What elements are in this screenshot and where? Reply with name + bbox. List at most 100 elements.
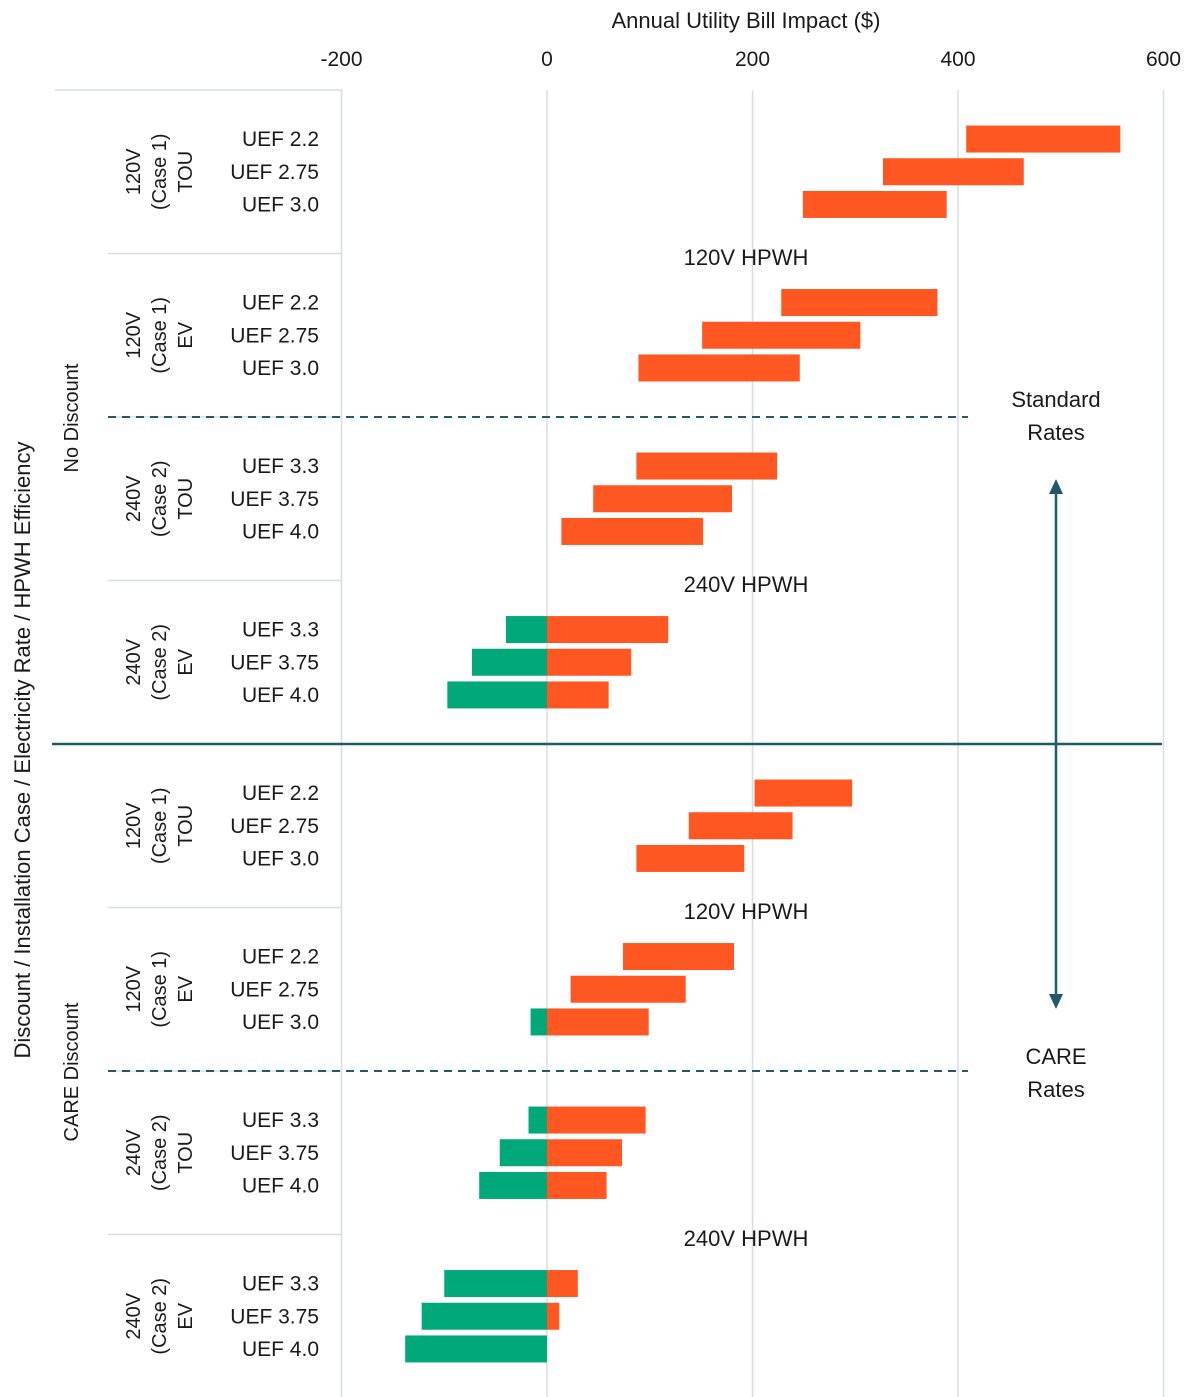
cost-bar: [754, 779, 853, 807]
cost-bar: [802, 190, 947, 218]
group-label-line: TOU: [175, 805, 197, 847]
cost-bar: [966, 125, 1121, 153]
category-label: UEF 2.2: [242, 292, 319, 315]
category-label: UEF 3.3: [242, 1273, 319, 1296]
cost-bar: [547, 1139, 623, 1167]
cost-bar: [547, 681, 609, 709]
arrow-up-icon: [1049, 479, 1063, 494]
category-label: UEF 3.3: [242, 1109, 319, 1132]
group-label-line: 240V: [123, 1292, 145, 1339]
category-label: UEF 2.2: [242, 946, 319, 969]
cost-bar: [547, 616, 669, 644]
standard-rates-label-line1: Standard: [1011, 387, 1100, 412]
group-label-line: 120V: [123, 148, 145, 195]
cost-bar: [547, 648, 632, 676]
band-label-120v-care: 120V HPWH: [684, 899, 809, 924]
group-label-line: TOU: [175, 151, 197, 193]
group-label-line: TOU: [175, 478, 197, 520]
group-label-line: (Case 2): [149, 1278, 171, 1355]
group-label: 240V (Case 2) TOU: [123, 460, 197, 537]
band-label-120v-standard: 120V HPWH: [684, 245, 809, 270]
cost-bar: [623, 943, 735, 971]
x-tick-label: 200: [735, 48, 770, 71]
savings-bar: [421, 1302, 547, 1330]
group-label: 240V (Case 2) EV: [123, 1278, 197, 1355]
group-label-line: EV: [175, 321, 197, 348]
group-label-line: (Case 1): [149, 787, 171, 864]
discount-label-care-discount: CARE Discount: [61, 1002, 83, 1141]
category-label: UEF 3.3: [242, 619, 319, 642]
bars: [405, 125, 1121, 1363]
cost-bar: [636, 844, 745, 872]
labels: Annual Utility Bill Impact ($) Discount …: [10, 8, 1181, 1361]
arrow-down-icon: [1049, 994, 1063, 1009]
care-rates-label-line1: CARE: [1025, 1044, 1086, 1069]
category-label: UEF 3.3: [242, 455, 319, 478]
category-label: UEF 2.75: [230, 815, 319, 838]
category-label: UEF 2.75: [230, 161, 319, 184]
savings-bar: [499, 1139, 547, 1167]
cost-bar: [636, 452, 778, 480]
group-label-line: (Case 1): [149, 297, 171, 374]
standard-rates-label-line2: Rates: [1027, 420, 1084, 445]
group-label: 120V (Case 1) EV: [123, 297, 197, 374]
group-label: 240V (Case 2) EV: [123, 624, 197, 701]
savings-bar: [479, 1171, 547, 1199]
discount-label-no-discount: No Discount: [61, 363, 83, 472]
group-label-line: EV: [175, 1302, 197, 1329]
cost-bar: [781, 289, 938, 317]
x-tick-label: 600: [1146, 48, 1181, 71]
group-structure: [52, 89, 1162, 1236]
group-label-line: (Case 1): [149, 133, 171, 210]
cost-bar: [547, 1302, 560, 1330]
group-label-line: 120V: [123, 311, 145, 358]
cost-bar: [702, 321, 861, 349]
cost-bar: [547, 1270, 578, 1298]
savings-bar: [505, 616, 547, 644]
category-label: UEF 3.0: [242, 1011, 319, 1034]
group-label-line: 240V: [123, 638, 145, 685]
care-rates-label-line2: Rates: [1027, 1077, 1084, 1102]
x-tick-label: -200: [320, 48, 362, 71]
category-label: UEF 3.0: [242, 847, 319, 870]
category-label: UEF 4.0: [242, 684, 319, 707]
group-label-line: (Case 2): [149, 624, 171, 701]
category-label: UEF 3.75: [230, 1305, 319, 1328]
group-label: 120V (Case 1) EV: [123, 951, 197, 1028]
band-label-240v-standard: 240V HPWH: [684, 572, 809, 597]
cost-bar: [688, 812, 793, 840]
category-label: UEF 2.75: [230, 978, 319, 1001]
cost-bar: [561, 517, 704, 545]
cost-bar: [547, 1008, 649, 1036]
group-label-line: 120V: [123, 965, 145, 1012]
group-label-line: TOU: [175, 1132, 197, 1174]
x-axis-title: Annual Utility Bill Impact ($): [612, 8, 881, 33]
category-label: UEF 2.2: [242, 782, 319, 805]
savings-bar: [530, 1008, 547, 1036]
savings-bar: [528, 1106, 547, 1134]
group-label-line: (Case 2): [149, 1114, 171, 1191]
group-label-line: EV: [175, 648, 197, 675]
cost-bar: [638, 354, 800, 382]
category-label: UEF 3.0: [242, 193, 319, 216]
category-label: UEF 3.75: [230, 488, 319, 511]
category-label: UEF 2.75: [230, 324, 319, 347]
savings-bar: [447, 681, 547, 709]
category-label: UEF 4.0: [242, 1338, 319, 1361]
category-label: UEF 3.75: [230, 1142, 319, 1165]
category-label: UEF 4.0: [242, 520, 319, 543]
cost-bar: [547, 1106, 646, 1134]
y-axis-title: Discount / Installation Case / Electrici…: [10, 441, 35, 1058]
group-label-line: 240V: [123, 475, 145, 522]
category-label: UEF 3.0: [242, 357, 319, 380]
category-label: UEF 4.0: [242, 1174, 319, 1197]
cost-bar: [593, 485, 732, 513]
category-label: UEF 3.75: [230, 651, 319, 674]
band-label-240v-care: 240V HPWH: [684, 1226, 809, 1251]
group-label: 120V (Case 1) TOU: [123, 787, 197, 864]
group-label-line: 240V: [123, 1129, 145, 1176]
group-label-line: (Case 2): [149, 460, 171, 537]
group-label-line: (Case 1): [149, 951, 171, 1028]
cost-bar: [570, 975, 686, 1003]
